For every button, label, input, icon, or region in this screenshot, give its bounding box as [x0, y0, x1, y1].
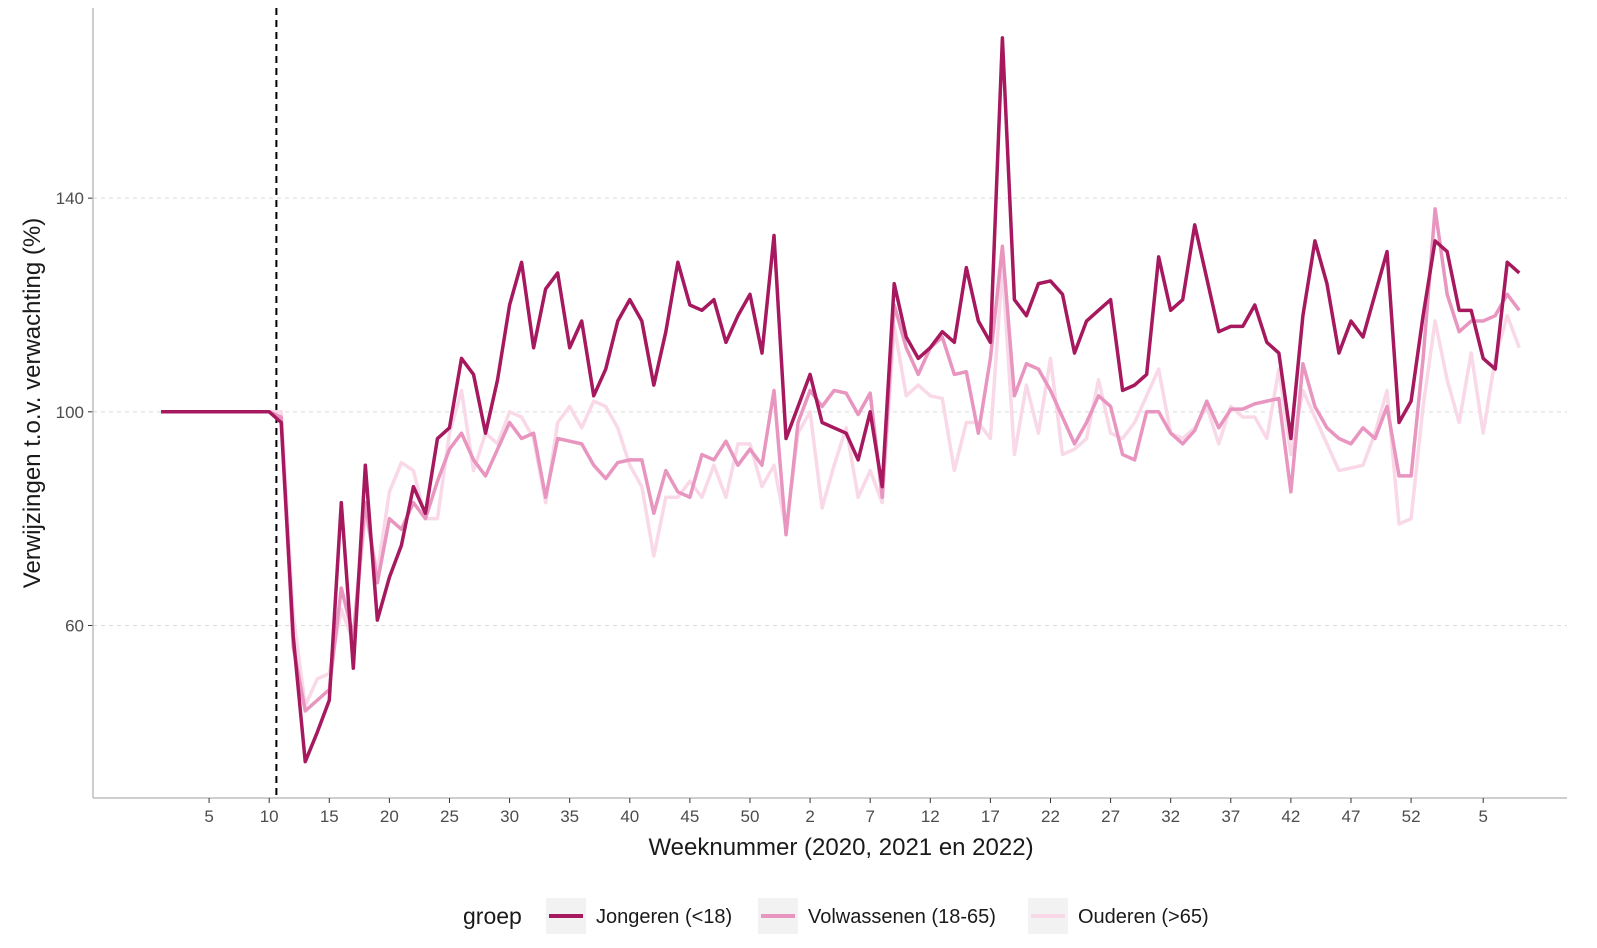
legend-label: Jongeren (<18)	[596, 906, 732, 928]
y-axis-title: Verwijzingen t.o.v. verwachting (%)	[19, 218, 46, 588]
x-tick-label: 25	[440, 807, 459, 826]
y-tick-label: 100	[56, 403, 84, 422]
y-tick-label: 60	[65, 616, 84, 635]
x-tick-label: 27	[1101, 807, 1120, 826]
x-axis-title: Weeknummer (2020, 2021 en 2022)	[648, 834, 1033, 861]
legend-title: groep	[463, 903, 522, 929]
x-tick-label: 47	[1342, 807, 1361, 826]
x-tick-label: 50	[741, 807, 760, 826]
series-line	[161, 36, 1521, 764]
x-tick-label: 40	[620, 807, 639, 826]
x-tick-label: 12	[921, 807, 940, 826]
x-tick-label: 5	[1478, 807, 1487, 826]
x-tick-label: 10	[260, 807, 279, 826]
x-tick-label: 7	[865, 807, 874, 826]
y-tick-label: 140	[56, 189, 84, 208]
x-tick-label: 52	[1402, 807, 1421, 826]
series-line	[161, 265, 1521, 708]
x-tick-label: 15	[320, 807, 339, 826]
x-tick-label: 37	[1221, 807, 1240, 826]
x-tick-label: 22	[1041, 807, 1060, 826]
x-tick-label: 42	[1281, 807, 1300, 826]
x-tick-label: 5	[204, 807, 213, 826]
x-tick-label: 32	[1161, 807, 1180, 826]
legend-label: Volwassenen (18-65)	[808, 906, 996, 928]
legend-label: Ouderen (>65)	[1078, 906, 1209, 928]
x-tick-label: 30	[500, 807, 519, 826]
x-tick-label: 35	[560, 807, 579, 826]
x-tick-label: 45	[680, 807, 699, 826]
x-tick-label: 20	[380, 807, 399, 826]
x-tick-label: 17	[981, 807, 1000, 826]
x-tick-label: 2	[805, 807, 814, 826]
series-line	[161, 207, 1521, 713]
